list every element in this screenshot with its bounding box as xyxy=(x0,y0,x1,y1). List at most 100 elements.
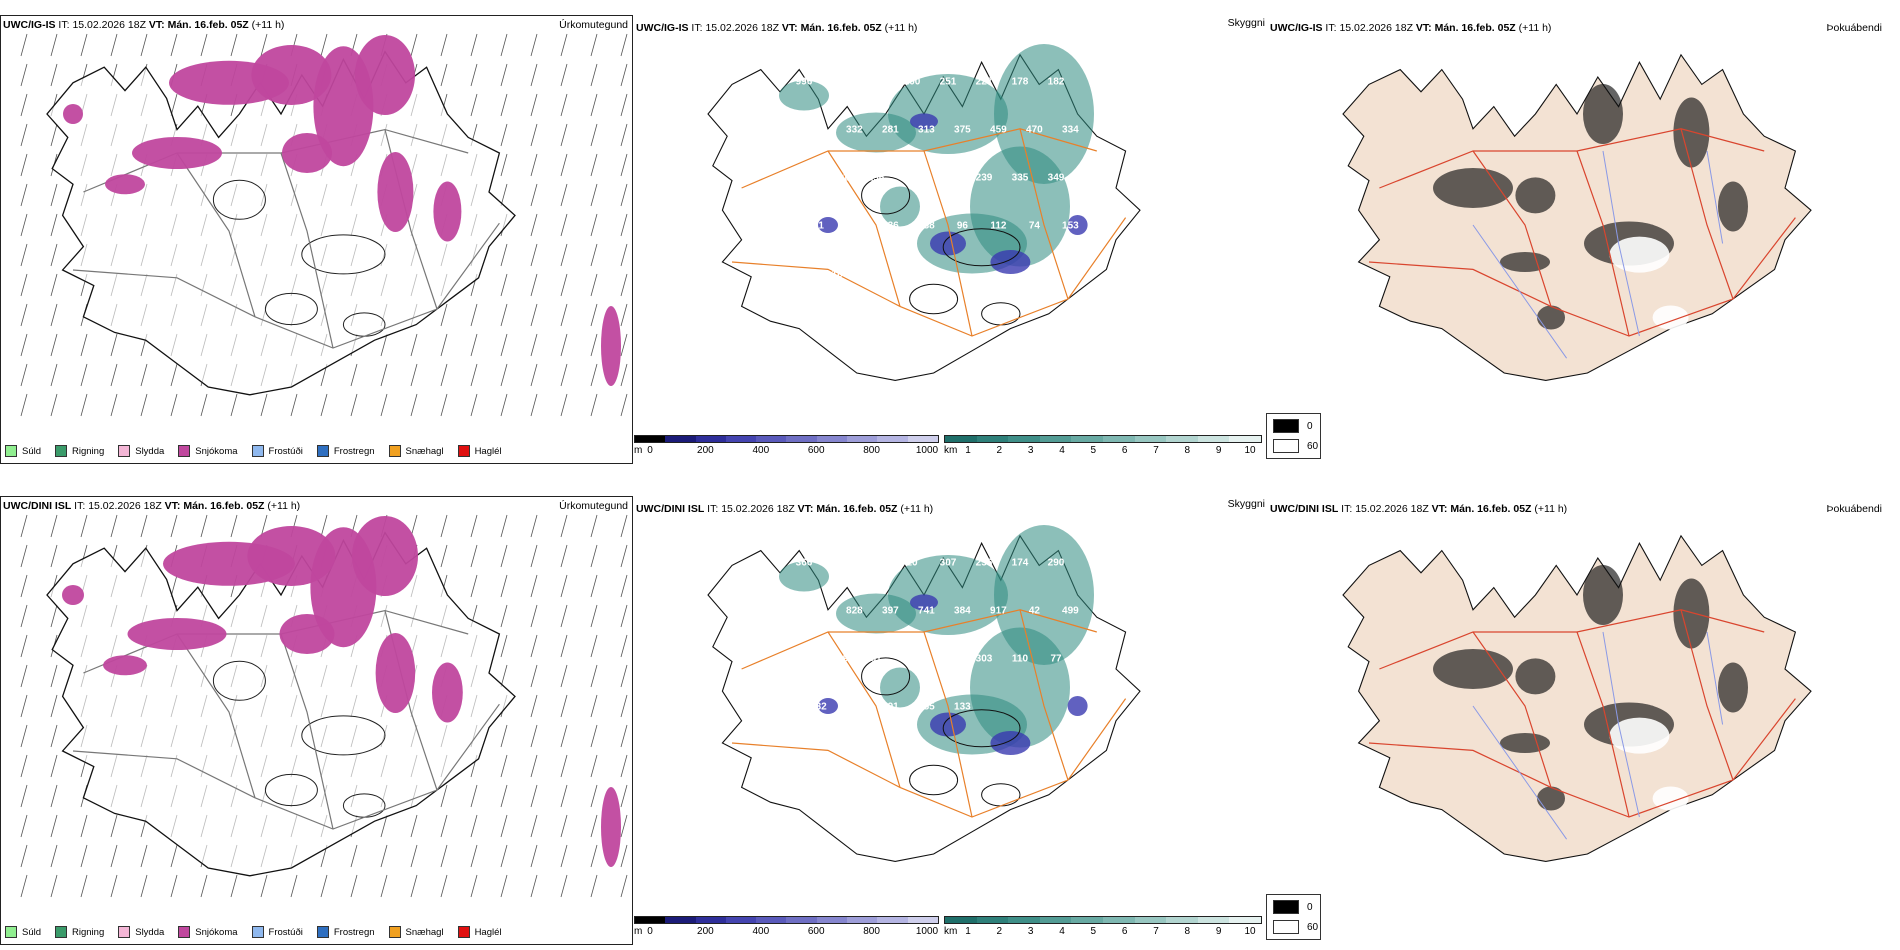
cloud-base-label: 193 xyxy=(796,269,813,280)
precip-type-panel-row1: UWC/IG-IS IT: 15.02.2026 18Z VT: Mán. 16… xyxy=(0,15,633,464)
low-cloud-area xyxy=(1067,215,1088,235)
cloud-key-top: 0 xyxy=(1307,420,1313,432)
wind-barb xyxy=(50,303,58,327)
cloud-base-label: 182 xyxy=(1048,76,1065,87)
wind-barb xyxy=(560,634,568,658)
wind-barb xyxy=(590,874,598,898)
colorbar-bin xyxy=(786,436,817,442)
snow-area xyxy=(132,137,222,169)
colorbar-bin xyxy=(976,917,1009,923)
colorbar-tick: 3 xyxy=(1027,926,1034,937)
wind-barb xyxy=(50,844,58,868)
colorbar-bin xyxy=(945,436,977,442)
model-name: UWC/IG-IS xyxy=(1270,22,1323,34)
glacier-outline xyxy=(301,715,386,756)
map-layer xyxy=(1342,53,1812,381)
wind-barb xyxy=(500,363,508,387)
low-visibility-area xyxy=(888,74,1008,154)
panel-header: UWC/DINI ISL IT: 15.02.2026 18Z VT: Mán.… xyxy=(1270,503,1567,515)
wind-barb xyxy=(560,303,568,327)
wind-barb xyxy=(470,363,478,387)
wind-barb xyxy=(530,123,538,147)
cloud-base-label: 174 xyxy=(1012,557,1029,568)
wind-barb xyxy=(590,213,598,237)
precip-map xyxy=(20,514,628,898)
wind-barb xyxy=(470,333,478,357)
wind-barb xyxy=(530,784,538,808)
colorbar-bin xyxy=(1197,917,1230,923)
cloud-base-label: 110 xyxy=(1012,654,1029,665)
wind-barb xyxy=(590,393,598,417)
vt-label: VT: xyxy=(781,22,798,34)
wind-barb xyxy=(50,183,58,207)
glacier-outline xyxy=(909,764,959,796)
wind-barb xyxy=(20,754,28,778)
legend-label: Slydda xyxy=(135,926,165,938)
cloud-base-label: 42 xyxy=(1029,606,1041,617)
cloud-base-label: 96 xyxy=(957,221,969,232)
legend-swatch xyxy=(388,926,401,938)
cloud-base-label: 303 xyxy=(976,654,993,665)
legend-item: Frostregn xyxy=(316,926,375,938)
cloud-base-label: 155 xyxy=(918,702,935,713)
wind-barb xyxy=(590,63,598,87)
wind-barb xyxy=(470,514,478,538)
wind-barb xyxy=(350,844,358,868)
wind-barb xyxy=(470,303,478,327)
road xyxy=(176,152,256,317)
cloud-base-label: 828 xyxy=(846,606,863,617)
wind-barb xyxy=(20,303,28,327)
wind-barb xyxy=(560,243,568,267)
wind-barb xyxy=(560,93,568,117)
wind-barb xyxy=(590,123,598,147)
wind-barb xyxy=(50,213,58,237)
snow-area xyxy=(377,152,414,232)
wind-barb xyxy=(470,844,478,868)
wind-barb xyxy=(530,363,538,387)
road xyxy=(72,703,500,830)
colorbar-bin xyxy=(1071,436,1103,442)
wind-barb xyxy=(230,874,238,898)
cloud-base-label: 236 xyxy=(846,702,863,713)
wind-barb xyxy=(50,784,58,808)
snow-area xyxy=(103,655,147,676)
cloud-base-label: 334 xyxy=(1062,125,1079,136)
colorbar-tick: 10 xyxy=(1244,926,1256,937)
wind-barb xyxy=(620,574,628,598)
colorbar-bin xyxy=(1102,436,1135,442)
valid-time: Mán. 16.feb. 05Z xyxy=(167,19,249,31)
wind-barb xyxy=(140,33,148,57)
cloud-base-label: 375 xyxy=(954,125,971,136)
wind-barb xyxy=(410,333,418,357)
legend-item: Snæhagl xyxy=(388,445,444,457)
legend-swatch xyxy=(388,445,401,457)
map-layer xyxy=(1342,534,1812,862)
wind-barb xyxy=(530,544,538,568)
wind-barb xyxy=(50,363,58,387)
colorbar-bin xyxy=(756,436,787,442)
colorbar-tick: 400 xyxy=(752,926,770,937)
panel-header: UWC/DINI ISL IT: 15.02.2026 18Z VT: Mán.… xyxy=(636,503,933,515)
wind-barb xyxy=(20,363,28,387)
wind-barb xyxy=(620,363,628,387)
lead-time: (+11 h) xyxy=(900,503,934,515)
legend-label: Slydda xyxy=(135,445,165,457)
wind-barb xyxy=(290,874,298,898)
wind-barb xyxy=(530,273,538,297)
colorbar-bin xyxy=(695,917,726,923)
wind-barb xyxy=(50,724,58,748)
wind-barb xyxy=(440,784,448,808)
wind-barb xyxy=(590,514,598,538)
wind-barb xyxy=(560,754,568,778)
colorbar-bin xyxy=(816,917,848,923)
wind-barb xyxy=(140,363,148,387)
wind-barb xyxy=(440,544,448,568)
legend-label: Frostregn xyxy=(333,926,375,938)
wind-barb xyxy=(560,183,568,207)
it-label: IT: xyxy=(1325,22,1337,34)
road xyxy=(731,698,1127,818)
legend-label: Haglél xyxy=(474,926,502,938)
wind-barb xyxy=(230,514,238,538)
wind-barb xyxy=(110,333,118,357)
lead-time: (+11 h) xyxy=(1534,503,1568,515)
